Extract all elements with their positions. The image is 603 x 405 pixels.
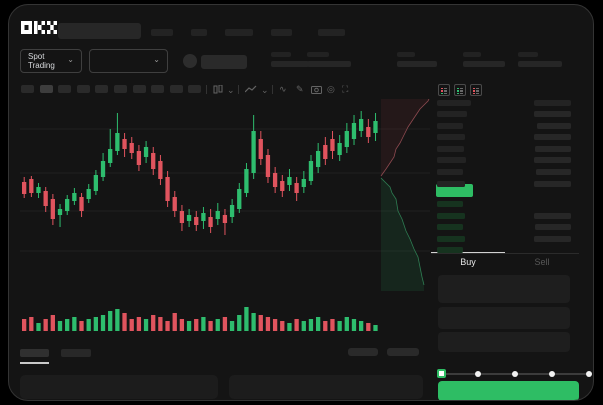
- stat-value: [271, 61, 309, 67]
- nav-item[interactable]: [191, 29, 207, 36]
- ask-row-amount[interactable]: [534, 111, 571, 117]
- book-bids-icon[interactable]: [454, 84, 466, 96]
- okx-logo[interactable]: [21, 21, 57, 34]
- candle-chart-svg[interactable]: [20, 99, 430, 293]
- ask-row-price[interactable]: [437, 134, 465, 141]
- stat-value: [463, 61, 505, 67]
- orderbook-col-header-price: [437, 100, 471, 106]
- app-window: Spot Trading ⌄ ⌄ ⌄ ⌄ ∿ ✎ ◎ ⛶ Buy: [8, 4, 594, 401]
- timeframe-button[interactable]: [21, 85, 34, 93]
- bid-row-price[interactable]: [437, 224, 463, 231]
- bid-row-amount[interactable]: [534, 235, 571, 242]
- bid-row-price[interactable]: [437, 247, 463, 254]
- chevron-down-icon: ⌄: [153, 55, 160, 64]
- ask-row-price[interactable]: [437, 111, 467, 117]
- chevron-down-icon: ⌄: [67, 55, 74, 64]
- line-tool-icon[interactable]: ∿: [279, 84, 287, 94]
- ask-row-amount[interactable]: [534, 157, 571, 164]
- nav-item[interactable]: [318, 29, 345, 36]
- bottom-tab[interactable]: [61, 349, 91, 357]
- slider-stop-dot[interactable]: [549, 371, 555, 377]
- timeframe-button[interactable]: [58, 85, 72, 93]
- timeframe-button[interactable]: [151, 85, 165, 93]
- bottom-panel: [20, 375, 218, 399]
- camera-icon[interactable]: [311, 85, 322, 94]
- slider-stop-dot[interactable]: [475, 371, 481, 377]
- ask-row-amount[interactable]: [534, 134, 571, 141]
- market-type-selector[interactable]: Spot Trading ⌄: [20, 49, 82, 73]
- orderbook-last-price[interactable]: [436, 184, 473, 197]
- ask-row-price[interactable]: [437, 180, 465, 187]
- pair-selector-dropdown[interactable]: ⌄: [89, 49, 168, 73]
- timeframe-button[interactable]: [39, 85, 53, 93]
- nav-item[interactable]: [151, 29, 173, 36]
- timeframe-button[interactable]: [76, 85, 90, 93]
- slider-stop-dot[interactable]: [512, 371, 518, 377]
- amount-field[interactable]: [438, 307, 570, 329]
- ask-row-price[interactable]: [437, 145, 464, 152]
- stat-value: [397, 61, 437, 67]
- timeframe-button[interactable]: [95, 85, 109, 93]
- bid-row-amount[interactable]: [534, 212, 571, 219]
- bottom-right-bar[interactable]: [387, 348, 419, 356]
- draw-tool-icon[interactable]: ✎: [296, 84, 304, 94]
- coin-icon: [183, 54, 197, 68]
- pair-name-placeholder[interactable]: [201, 55, 247, 69]
- stat-value: [518, 61, 562, 67]
- ask-row-amount[interactable]: [534, 180, 571, 187]
- book-asks-icon[interactable]: [470, 84, 482, 96]
- bottom-tab-underline: [20, 362, 49, 364]
- nav-item[interactable]: [225, 29, 253, 36]
- candle-style-icon[interactable]: [213, 85, 223, 94]
- search-input[interactable]: [58, 23, 141, 39]
- total-field[interactable]: [438, 332, 570, 352]
- ask-row-amount[interactable]: [537, 122, 571, 129]
- ask-row-amount[interactable]: [536, 169, 571, 175]
- ask-row-price[interactable]: [437, 169, 463, 175]
- bid-row-amount[interactable]: [535, 224, 571, 231]
- slider-stop-dot[interactable]: [586, 371, 592, 377]
- buy-button[interactable]: [438, 381, 579, 400]
- ask-row-price[interactable]: [437, 122, 463, 129]
- volume-chart-svg: [22, 307, 378, 331]
- bid-row-price[interactable]: [437, 212, 465, 219]
- bid-row-price[interactable]: [437, 235, 465, 242]
- fullscreen-icon[interactable]: ⛶: [342, 84, 349, 94]
- indicator-icon[interactable]: [245, 85, 257, 94]
- tab-sell[interactable]: Sell: [534, 257, 550, 267]
- tab-buy[interactable]: Buy: [460, 257, 476, 267]
- stat-label: [307, 52, 329, 57]
- stat-label: [397, 52, 415, 57]
- slider-handle[interactable]: [437, 369, 446, 378]
- bottom-panel: [229, 375, 423, 399]
- chevron-down-icon[interactable]: ⌄: [227, 85, 235, 95]
- orderbook-col-header-amount: [534, 100, 571, 106]
- settings-icon[interactable]: ◎: [327, 84, 335, 94]
- timeframe-button[interactable]: [188, 85, 202, 93]
- nav-item[interactable]: [271, 29, 292, 36]
- chevron-down-icon[interactable]: ⌄: [261, 85, 269, 95]
- stat-label: [271, 52, 291, 57]
- book-combined-icon[interactable]: [438, 84, 450, 96]
- price-field[interactable]: [438, 275, 570, 303]
- timeframe-button[interactable]: [132, 85, 146, 93]
- market-type-label: Spot Trading: [28, 52, 55, 70]
- bottom-right-bar[interactable]: [348, 348, 378, 356]
- stat-label: [518, 52, 538, 57]
- stat-label: [463, 52, 481, 57]
- bid-row-price[interactable]: [437, 201, 463, 207]
- bottom-tab[interactable]: [20, 349, 49, 357]
- stat-value: [307, 61, 351, 67]
- ask-row-price[interactable]: [437, 157, 466, 164]
- timeframe-button[interactable]: [114, 85, 127, 93]
- trade-tabs-divider: [431, 253, 579, 254]
- ask-row-amount[interactable]: [535, 145, 571, 152]
- timeframe-button[interactable]: [169, 85, 183, 93]
